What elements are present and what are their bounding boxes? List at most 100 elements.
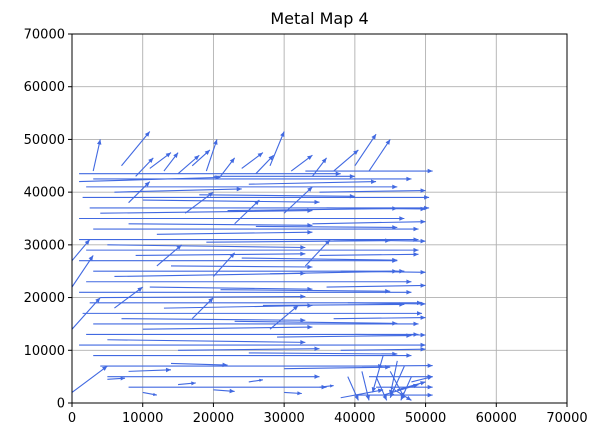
vector-arrow: [163, 152, 179, 172]
y-tick-label: 50000: [24, 133, 65, 148]
vector-arrow: [213, 174, 355, 179]
vector-arrow: [376, 384, 433, 390]
vector-arrow: [248, 351, 398, 357]
vector-arrow: [340, 347, 426, 352]
vector-arrow: [100, 208, 313, 214]
vector-arrow: [361, 371, 371, 401]
vector-arrow: [340, 269, 426, 275]
vector-arrow: [241, 152, 264, 169]
vector-arrow: [191, 149, 211, 167]
chart-title: Metal Map 4: [270, 9, 368, 28]
vector-arrow: [114, 286, 144, 309]
y-tick-label: 40000: [24, 186, 65, 201]
vector-arrow: [79, 290, 412, 295]
vector-arrow: [205, 139, 218, 172]
vector-arrow: [389, 386, 412, 401]
x-tick-label: 60000: [476, 411, 517, 426]
y-tick-label: 0: [57, 397, 65, 412]
vector-arrow: [72, 255, 94, 288]
vector-arrow: [397, 381, 426, 391]
vector-arrow: [121, 131, 151, 167]
vector-arrow: [135, 251, 306, 257]
axes-frame: [71, 33, 568, 404]
vector-arrow: [234, 199, 260, 225]
y-tick-label: 10000: [24, 344, 65, 359]
x-tick-label: 0: [68, 411, 76, 426]
vector-arrow: [333, 315, 426, 320]
vector-arrow: [255, 154, 274, 175]
vector-arrow: [199, 194, 355, 199]
vector-arrow: [269, 131, 285, 166]
vector-arrow: [283, 186, 313, 214]
vector-arrow: [93, 353, 412, 358]
vector-arrow: [220, 157, 236, 177]
vector-arrow: [149, 152, 172, 169]
vector-arrow: [333, 149, 359, 172]
vector-arrow: [411, 375, 433, 383]
vector-arrow: [79, 216, 405, 221]
vector-arrow: [304, 239, 331, 267]
vector-arrow: [142, 391, 157, 397]
vector-arrow: [72, 365, 108, 393]
vector-arrow: [255, 225, 398, 230]
x-axis: 0 10000 20000 30000 40000 50000 60000 70000: [68, 403, 588, 426]
vector-arrow: [79, 171, 341, 176]
vector-arrow: [178, 346, 320, 352]
vector-arrow: [220, 288, 391, 294]
vector-arrow: [86, 247, 419, 253]
y-tick-label: 20000: [24, 291, 65, 306]
vector-arrow: [368, 139, 391, 172]
vector-arrow: [82, 195, 430, 200]
vector-arrow: [241, 257, 398, 263]
vector-arrow: [100, 294, 306, 299]
x-tick-label: 40000: [334, 411, 375, 426]
vector-arrow: [371, 355, 384, 393]
vector-arrow: [213, 388, 235, 394]
vector-arrow: [284, 391, 302, 396]
vector-arrow: [170, 362, 228, 368]
vector-arrow: [107, 376, 126, 381]
vector-arrow: [156, 244, 182, 267]
vector-arrow: [213, 252, 236, 277]
vector-arrow: [319, 252, 419, 257]
vector-arrow: [72, 297, 101, 330]
y-tick-label: 70000: [24, 28, 65, 43]
vector-arrow: [326, 283, 426, 288]
vector-arrow: [319, 188, 426, 193]
vector-arrow: [93, 176, 412, 182]
vector-arrow: [290, 154, 313, 172]
vector-arrow: [326, 206, 426, 212]
y-tick-label: 30000: [24, 238, 65, 253]
vector-arrow: [178, 381, 196, 386]
vector-arrow: [86, 279, 412, 285]
vector-arrow: [170, 264, 313, 270]
vector-field: [72, 131, 433, 401]
vector-arrow: [79, 342, 426, 348]
x-tick-label: 50000: [405, 411, 446, 426]
vector-arrow: [311, 157, 328, 177]
y-tick-label: 60000: [24, 80, 65, 95]
vector-arrow: [333, 238, 426, 244]
vector-arrow: [128, 367, 172, 373]
vector-arrow: [177, 154, 200, 175]
vector-arrow: [142, 324, 313, 330]
vector-arrow: [86, 184, 398, 190]
x-tick-label: 20000: [193, 411, 234, 426]
vector-arrow: [340, 388, 384, 399]
x-tick-label: 10000: [122, 411, 163, 426]
vector-arrow: [107, 339, 306, 345]
vector-arrow: [347, 376, 359, 401]
x-tick-label: 30000: [263, 411, 304, 426]
vector-arrow: [354, 133, 377, 167]
vector-arrow: [269, 305, 299, 330]
vector-arrow: [248, 378, 264, 383]
vector-arrow: [82, 311, 423, 316]
vector-arrow: [121, 317, 306, 323]
vector-arrow: [107, 244, 306, 250]
vector-arrow: [156, 230, 313, 235]
vector-arrow: [191, 297, 214, 320]
vector-arrow: [72, 239, 91, 262]
vector-arrow: [312, 219, 426, 225]
